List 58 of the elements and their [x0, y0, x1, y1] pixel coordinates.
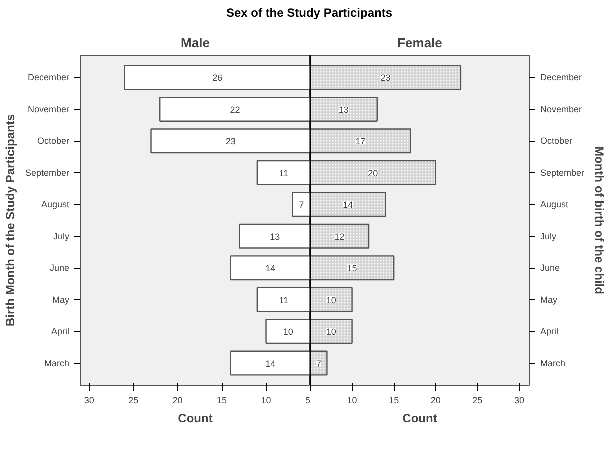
x-tick-label: 30 [514, 396, 524, 406]
data-label: 23 [380, 73, 391, 84]
y-tick-label: October [540, 136, 573, 146]
y-tick-label: July [540, 231, 558, 242]
x-tick-label: 15 [217, 396, 228, 406]
y-tick-label: September [25, 168, 70, 178]
data-label: 17 [356, 136, 366, 147]
data-label: 14 [266, 264, 276, 274]
data-label: 11 [279, 168, 289, 178]
x-axis-title: Count [402, 412, 438, 426]
y-tick-label: December [28, 72, 70, 83]
y-tick-label: November [540, 104, 582, 114]
x-tick-label: 10 [261, 396, 272, 406]
series-label: Male [181, 36, 210, 50]
y-tick-label: March [44, 358, 70, 368]
x-tick-label: 25 [472, 396, 483, 406]
x-tick-label: 15 [389, 396, 400, 406]
y-tick-label: April [51, 326, 70, 337]
data-label: 22 [230, 104, 240, 115]
data-label: 13 [338, 104, 349, 115]
y-tick-label: June [540, 263, 560, 274]
series-label: Female [398, 36, 442, 50]
data-label: 10 [326, 327, 336, 338]
y-tick-label: October [37, 136, 70, 146]
x-tick-label: 30 [84, 396, 94, 406]
data-label: 7 [299, 200, 304, 210]
data-label: 13 [270, 232, 280, 242]
y-tick-label: November [28, 104, 70, 114]
y-axis-title: Birth Month of the Study Participants [3, 114, 18, 326]
y-axis-title: Month of birth of the child [592, 146, 607, 294]
data-label: 12 [334, 232, 345, 242]
y-tick-label: December [540, 72, 582, 83]
y-tick-label: May [52, 294, 70, 305]
x-axis-title: Count [178, 412, 213, 426]
y-tick-label: August [41, 200, 70, 210]
data-label: 10 [326, 295, 336, 306]
data-label: 23 [226, 136, 236, 147]
data-label: 10 [283, 327, 294, 338]
data-label: 15 [347, 264, 358, 274]
y-tick-label: September [540, 168, 585, 178]
y-tick-label: April [540, 326, 559, 337]
x-tick-label: 25 [128, 396, 139, 406]
x-tick-label: 5 [305, 396, 311, 406]
data-label: 11 [279, 295, 289, 306]
x-tick-label: 10 [347, 396, 358, 406]
y-tick-label: June [50, 263, 70, 274]
data-label: 14 [343, 200, 354, 210]
data-label: 26 [212, 73, 223, 84]
data-label: 20 [368, 168, 378, 178]
y-tick-label: May [540, 294, 558, 305]
y-tick-label: March [540, 358, 566, 368]
x-tick-label: 20 [172, 396, 183, 406]
x-tick-label: 20 [430, 396, 441, 406]
data-label: 14 [266, 358, 276, 369]
data-label: 7 [316, 358, 322, 369]
y-tick-label: July [53, 231, 70, 242]
y-tick-label: August [540, 200, 570, 210]
chart-title: Sex of the Study Participants [226, 5, 393, 22]
